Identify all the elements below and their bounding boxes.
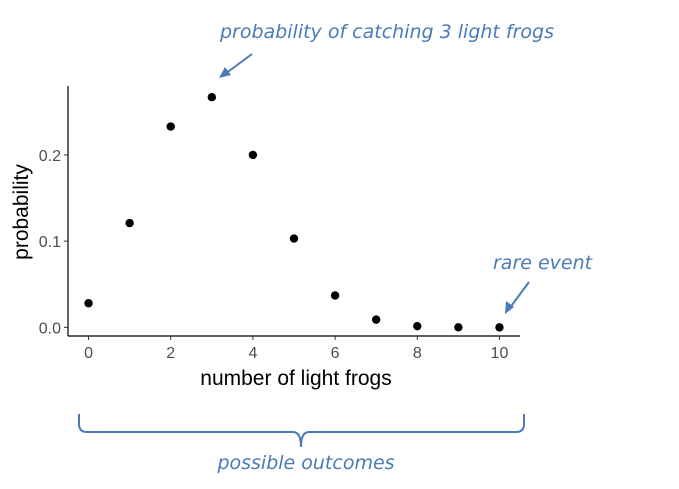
- peak-arrow-shaft: [224, 53, 253, 75]
- data-point: [166, 122, 175, 131]
- y-axis-title: probability: [10, 164, 33, 260]
- x-tick-label: 2: [166, 345, 175, 362]
- peak-annotation: probability of catching 3 light frogs: [219, 21, 554, 43]
- x-tick-label: 4: [248, 345, 257, 362]
- x-axis-title: number of light frogs: [200, 367, 391, 390]
- rare-arrow-shaft: [508, 281, 530, 310]
- data-point: [207, 93, 217, 102]
- data-point: [454, 323, 463, 332]
- outcomes-brace: [78, 414, 525, 448]
- x-ticks: 0 2 4 6 8 10: [84, 336, 508, 362]
- x-tick-label: 8: [413, 345, 422, 362]
- data-point: [330, 291, 340, 300]
- x-tick-label: 10: [491, 345, 509, 362]
- data-point: [289, 234, 299, 243]
- data-points: [84, 93, 504, 332]
- y-tick-label: 0.2: [39, 148, 61, 165]
- y-tick-label: 0.1: [39, 234, 61, 251]
- data-point: [371, 315, 381, 324]
- x-tick-label: 0: [84, 345, 93, 362]
- data-point: [495, 323, 504, 332]
- x-tick-label: 6: [331, 345, 340, 362]
- y-ticks: 0.0 0.1 0.2: [39, 148, 68, 337]
- data-point: [125, 218, 134, 228]
- possible-outcomes-annotation: possible outcomes: [216, 452, 394, 474]
- data-point: [84, 299, 93, 308]
- data-point: [248, 150, 258, 160]
- data-point: [413, 321, 422, 331]
- y-tick-label: 0.0: [39, 320, 61, 337]
- rare-arrow-head: [505, 301, 514, 314]
- peak-arrow-head: [219, 67, 231, 78]
- rare-event-annotation: rare event: [493, 252, 594, 274]
- axes: [67, 86, 520, 337]
